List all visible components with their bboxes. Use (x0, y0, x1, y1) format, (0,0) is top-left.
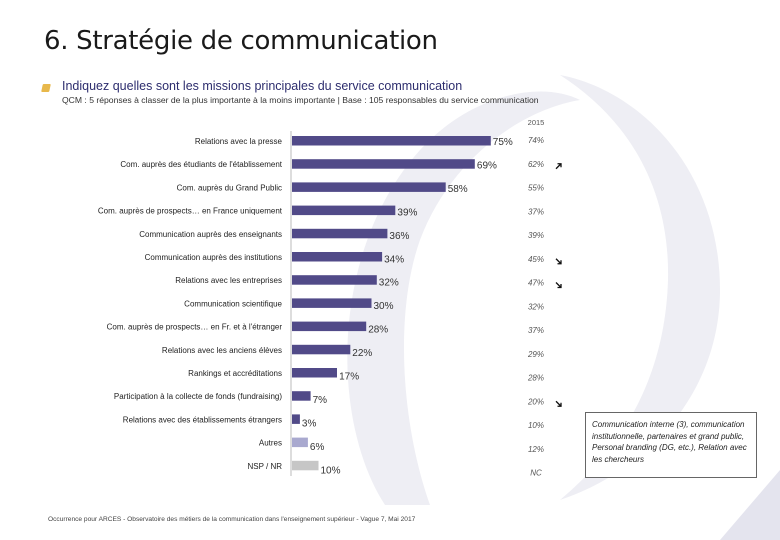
bar (292, 159, 475, 169)
value-label: 22% (352, 348, 372, 359)
trend-down-icon (555, 258, 562, 265)
other-answers-note: Communication interne (3), communication… (585, 412, 757, 478)
decor-swoosh-left (347, 91, 580, 506)
comparison-label: 47% (528, 279, 544, 288)
value-label: 58% (448, 184, 468, 195)
category-label: Com. auprès des étudiants de l'établisse… (120, 160, 282, 169)
comparison-label: 28% (527, 374, 544, 383)
category-label: Autres (259, 439, 282, 448)
category-label: Relations avec des établissements étrang… (123, 415, 282, 424)
category-label: Com. auprès du Grand Public (177, 183, 282, 192)
category-label: Participation à la collecte de fonds (fu… (114, 392, 282, 401)
trend-down-icon (555, 282, 562, 289)
bar (292, 437, 308, 448)
category-label: Relations avec les anciens élèves (162, 346, 282, 355)
comparison-label: 39% (528, 231, 544, 240)
category-label: NSP / NR (247, 462, 282, 471)
comparison-label: 37% (528, 326, 544, 335)
category-label: Communication auprès des institutions (145, 253, 282, 262)
decor-corner (720, 470, 780, 540)
bar (292, 275, 377, 285)
comparison-label: 20% (527, 397, 544, 406)
comparison-label: 74% (528, 136, 544, 145)
category-label: Relations avec les entreprises (175, 276, 282, 285)
value-label: 28% (368, 325, 388, 336)
comparison-label: 29% (527, 350, 544, 359)
trend-down-icon (555, 400, 562, 407)
subtitle-text: QCM : 5 réponses à classer de la plus im… (62, 95, 539, 105)
category-label: Communication scientifique (184, 299, 282, 308)
comparison-label: NC (530, 469, 542, 478)
comparison-label: 10% (528, 421, 544, 430)
value-label: 32% (379, 278, 399, 289)
comparison-label: 45% (528, 255, 544, 264)
footer-source: Occurrence pour ARCES - Observatoire des… (48, 516, 416, 523)
comparison-label: 37% (528, 207, 544, 216)
value-label: 30% (374, 301, 394, 312)
bar (292, 136, 491, 146)
value-label: 36% (389, 231, 409, 242)
trend-up-icon (555, 163, 562, 170)
comparison-label: 62% (528, 160, 544, 169)
value-label: 3% (302, 418, 317, 429)
bar (292, 368, 337, 378)
bar (292, 460, 319, 471)
value-label: 34% (384, 254, 404, 265)
bar (292, 228, 388, 239)
comparison-label: 12% (528, 445, 544, 454)
decor-swoosh-right (560, 75, 720, 500)
comparison-label: 55% (528, 184, 544, 193)
bar (292, 252, 383, 262)
value-label: 10% (321, 465, 341, 476)
bar (292, 344, 351, 355)
value-label: 17% (339, 372, 359, 383)
category-label: Relations avec la presse (195, 137, 283, 146)
value-label: 69% (477, 160, 497, 171)
bar (292, 182, 446, 192)
question-text: Indiquez quelles sont les missions princ… (62, 79, 463, 93)
category-label: Rankings et accréditations (188, 369, 282, 378)
comparison-label: 32% (528, 302, 544, 311)
page-title: 6. Stratégie de communication (44, 26, 438, 56)
bar (292, 205, 396, 216)
category-label: Communication auprès des enseignants (139, 230, 282, 239)
value-label: 39% (397, 207, 417, 218)
bar (292, 391, 311, 401)
value-label: 75% (493, 137, 513, 148)
comparison-header: 2015 (528, 118, 545, 127)
value-label: 6% (310, 442, 325, 453)
bar (292, 321, 367, 332)
bar (292, 298, 372, 308)
bar (292, 414, 300, 424)
category-label: Com. auprès de prospects… en France uniq… (98, 207, 283, 216)
category-label: Com. auprès de prospects… en Fr. et à l'… (107, 323, 283, 332)
value-label: 7% (313, 395, 328, 406)
